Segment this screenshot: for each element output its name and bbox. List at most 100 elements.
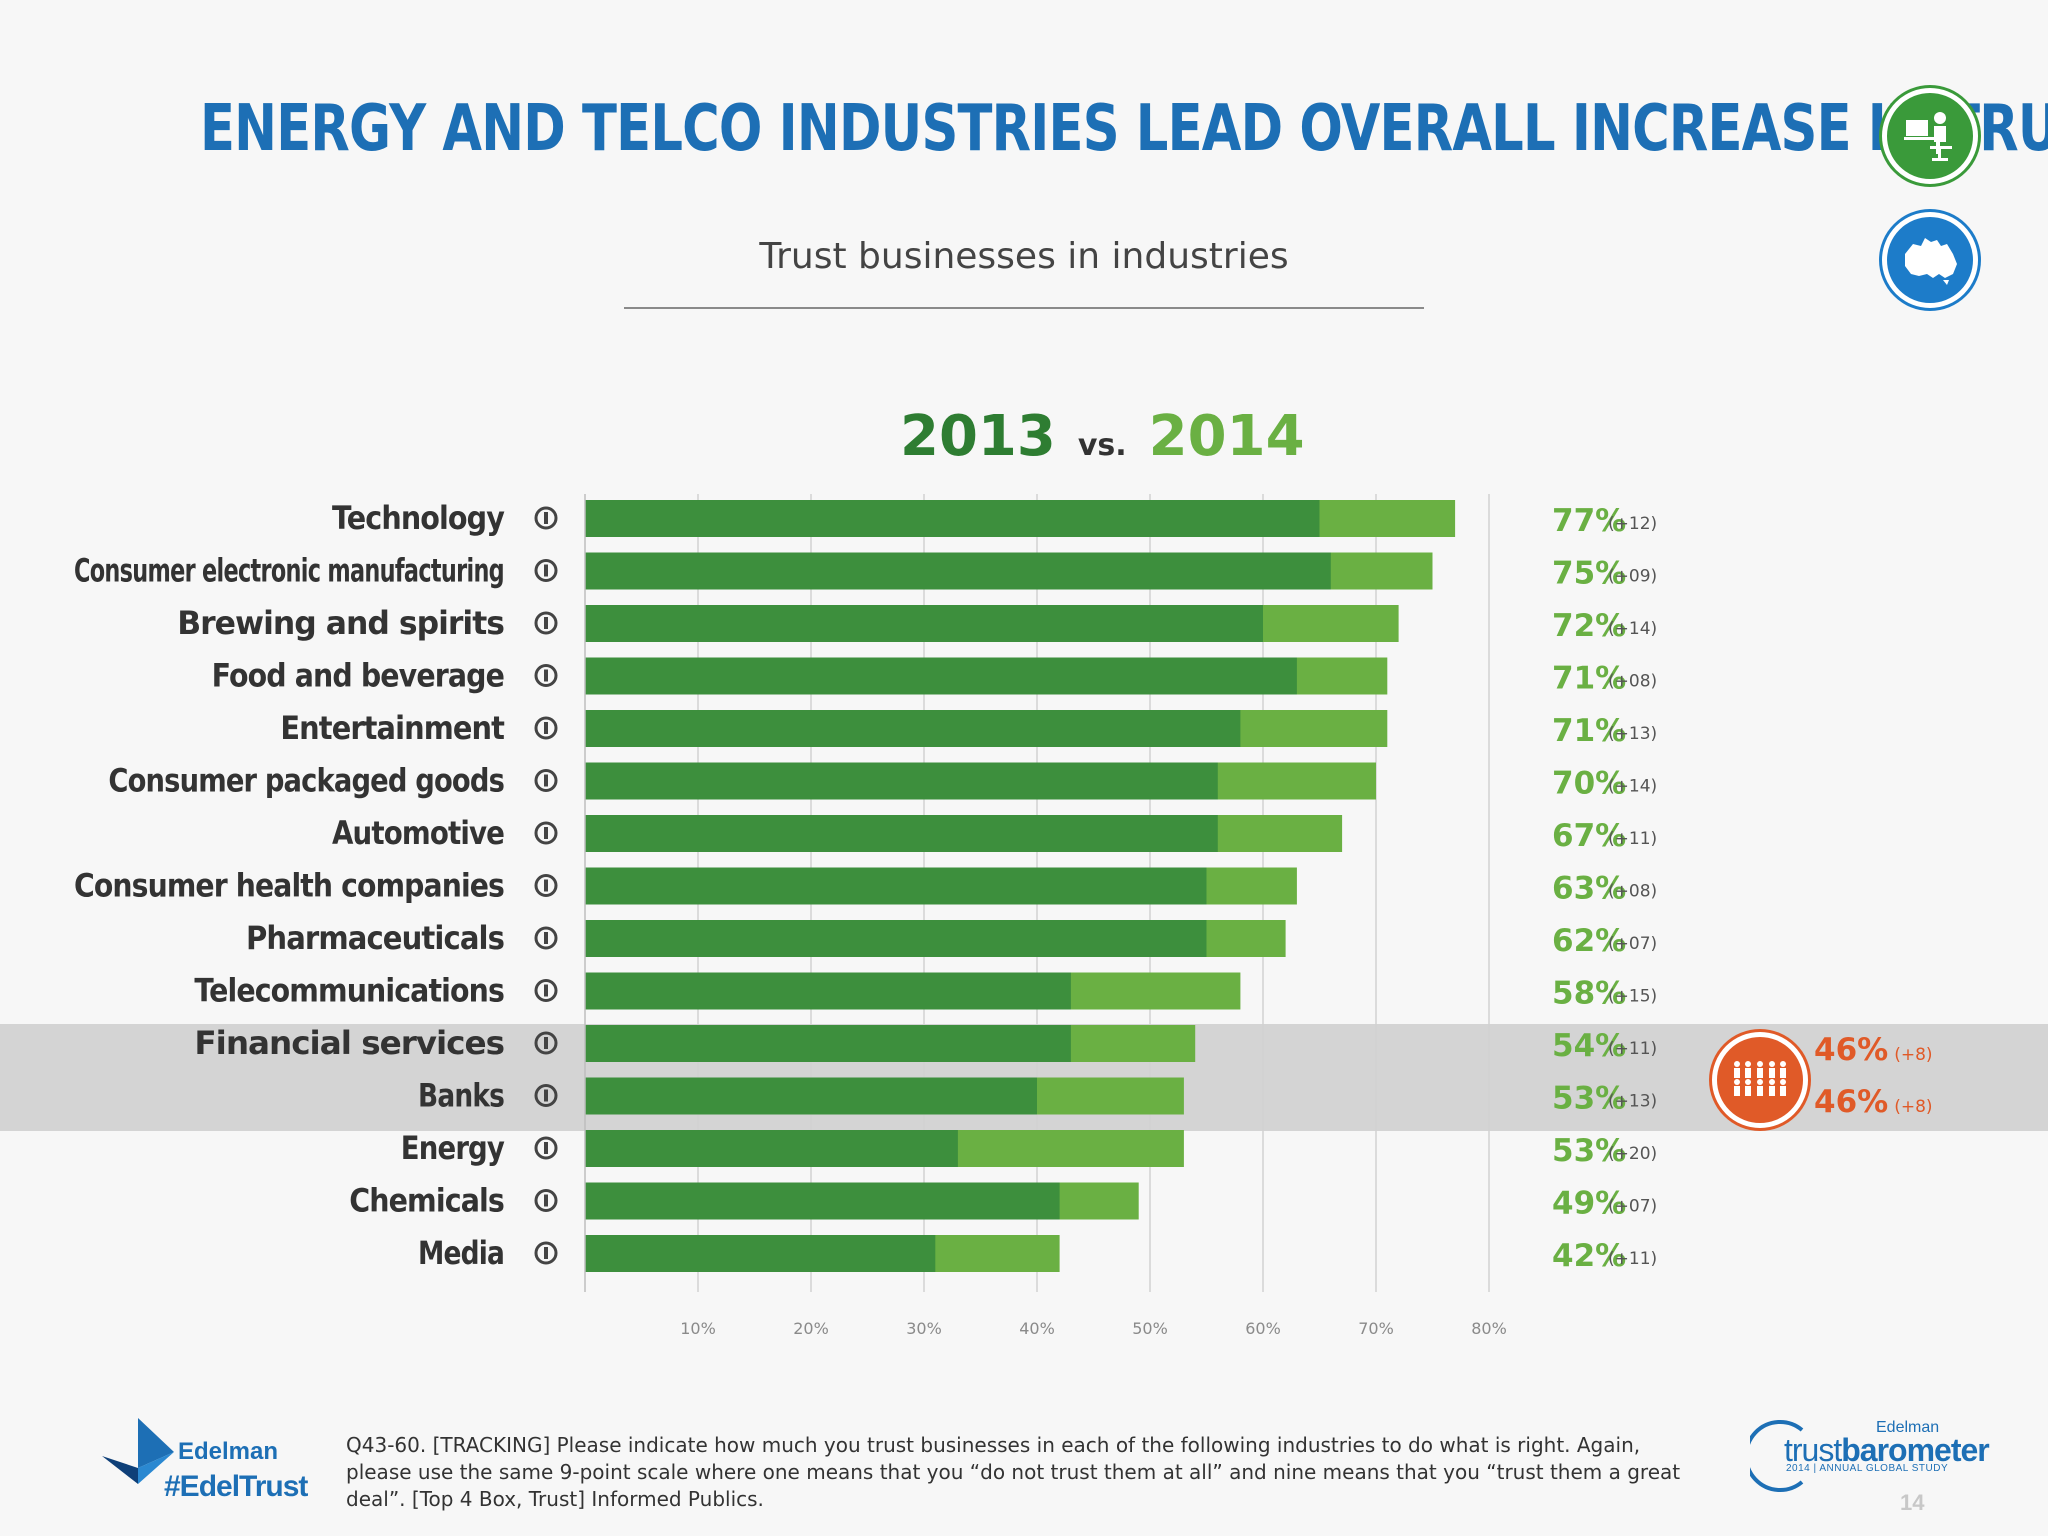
bar-2013 <box>585 657 1297 695</box>
tb-edelman-label: Edelman <box>1876 1419 1940 1436</box>
wrench-icon <box>534 821 558 845</box>
value-label: 75% <box>1552 556 1626 592</box>
question-footnote: Q43-60. [TRACKING] Please indicate how m… <box>346 1433 1681 1511</box>
category-label: Entertainment <box>280 709 504 747</box>
bar-2013 <box>585 1182 1060 1220</box>
category-label: Food and beverage <box>212 657 505 695</box>
change-label: (+14) <box>1608 619 1657 639</box>
x-tick-label: 60% <box>1245 1319 1281 1338</box>
value-label: 49% <box>1552 1186 1626 1222</box>
microphone-icon <box>534 1241 558 1265</box>
mass-public-value: 46% <box>1814 1032 1889 1068</box>
category-label: Brewing and spirits <box>177 604 504 642</box>
bar-2013 <box>585 552 1331 590</box>
caduceus-icon <box>534 926 558 950</box>
bar-2013 <box>585 920 1207 957</box>
edeltrust-hashtag: #EdelTrust <box>164 1470 308 1503</box>
bank-icon <box>534 1084 558 1107</box>
category-label: Energy <box>401 1129 505 1167</box>
change-label: (+14) <box>1608 777 1657 797</box>
value-label: 67% <box>1552 818 1626 854</box>
bar-2013 <box>585 815 1218 852</box>
trustbarometer-logo <box>1750 1420 1804 1492</box>
mass-public-financial-services: 46% (+8) <box>1814 1032 1933 1068</box>
money-icon <box>534 1031 558 1055</box>
change-label: (+13) <box>1608 724 1657 744</box>
category-label: Financial services <box>194 1024 504 1062</box>
year-legend: 2013 vs. 2014 <box>900 404 1305 469</box>
category-label: Consumer electronic manufacturing <box>74 552 504 590</box>
change-label: (+07) <box>1608 1197 1657 1217</box>
change-label: (+11) <box>1608 1039 1657 1059</box>
value-label: 42% <box>1552 1238 1626 1274</box>
chip-icon <box>534 559 558 582</box>
trust-bar-chart: 10% 20% 30% 40% 50% 60% 70% 80%Technology 77%(+1… <box>74 494 1657 1338</box>
bar-2013 <box>585 762 1218 800</box>
edelman-logo <box>102 1418 174 1484</box>
edelman-brand: Edelman <box>178 1438 279 1465</box>
page-number: 14 <box>1900 1490 1925 1515</box>
category-label: Banks <box>418 1077 504 1115</box>
utensils-icon <box>534 664 558 687</box>
change-label: (+08) <box>1608 672 1657 692</box>
category-label: Media <box>418 1234 504 1272</box>
category-label: Consumer packaged goods <box>108 762 504 800</box>
subtitle-rule <box>624 307 1424 309</box>
x-tick-label: 70% <box>1358 1319 1394 1338</box>
change-label: (+11) <box>1608 1249 1657 1269</box>
value-label: 58% <box>1552 976 1626 1012</box>
bar-2013 <box>585 972 1071 1010</box>
value-label: 53% <box>1552 1081 1626 1117</box>
tb-word-trust: trust <box>1784 1432 1842 1468</box>
radiation-icon <box>534 1136 558 1160</box>
change-label: (+12) <box>1608 514 1657 534</box>
chart-subtitle: Trust businesses in industries <box>759 236 1289 277</box>
category-label: Automotive <box>332 814 504 852</box>
value-label: 77% <box>1552 503 1626 539</box>
bar-2013 <box>585 1077 1037 1115</box>
wine-glass-icon <box>534 611 558 635</box>
x-tick-label: 30% <box>906 1319 942 1338</box>
gift-icon <box>534 769 558 792</box>
change-label: (+11) <box>1608 829 1657 849</box>
australia-map-icon <box>1882 212 1978 308</box>
category-label: Technology <box>332 499 505 537</box>
category-label: Telecommunications <box>194 972 504 1010</box>
x-tick-label: 10% <box>680 1319 716 1338</box>
value-label: 71% <box>1552 713 1626 749</box>
bar-2013 <box>585 1235 936 1272</box>
tb-study-label: 2014 | ANNUAL GLOBAL STUDY <box>1786 1463 1949 1474</box>
x-tick-label: 40% <box>1019 1319 1055 1338</box>
change-label: (+08) <box>1608 882 1657 902</box>
antenna-tower-icon <box>534 979 558 1002</box>
category-label: Consumer health companies <box>74 867 504 905</box>
bar-2013 <box>585 1130 958 1167</box>
legend-year-2014: 2014 <box>1148 404 1305 469</box>
value-label: 54% <box>1552 1028 1626 1064</box>
category-label: Pharmaceuticals <box>246 919 504 957</box>
x-tick-label: 20% <box>793 1319 829 1338</box>
change-label: (+13) <box>1608 1092 1657 1112</box>
value-label: 62% <box>1552 923 1626 959</box>
bar-2013 <box>585 710 1241 747</box>
mass-public-value: 46% <box>1814 1084 1889 1120</box>
value-label: 70% <box>1552 766 1626 802</box>
change-label: (+07) <box>1608 934 1657 954</box>
mass-public-change: (+8) <box>1894 1045 1933 1065</box>
bar-2013 <box>585 1025 1071 1062</box>
gamepad-icon <box>534 716 558 740</box>
people-group-icon <box>1712 1032 1808 1128</box>
change-label: (+20) <box>1608 1144 1657 1164</box>
value-label: 71% <box>1552 661 1626 697</box>
medicine-bottle-icon <box>534 874 558 897</box>
mass-public-banks: 46% (+8) <box>1814 1084 1933 1120</box>
legend-vs: vs. <box>1077 428 1127 463</box>
tb-word-barometer: barometer <box>1841 1432 1989 1468</box>
change-label: (+15) <box>1608 987 1657 1007</box>
bar-2013 <box>585 867 1207 905</box>
change-label: (+09) <box>1608 567 1657 587</box>
mass-public-change: (+8) <box>1894 1097 1933 1117</box>
trustbarometer-wordmark: trustbarometer <box>1784 1432 1990 1469</box>
value-label: 63% <box>1552 871 1626 907</box>
person-at-laptop-icon <box>1882 88 1978 184</box>
